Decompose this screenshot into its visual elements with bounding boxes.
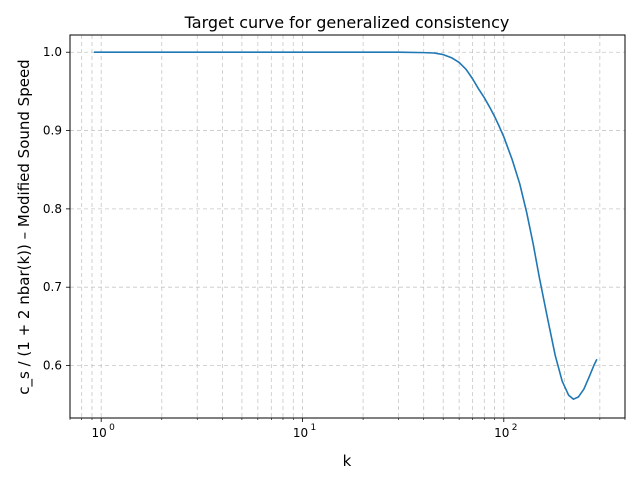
x-tick-exponent: 2 xyxy=(512,423,518,433)
ticks: 10 0 10 1 10 20.60.70.80.91.0 xyxy=(43,45,626,440)
grid xyxy=(69,35,626,418)
plot-frame xyxy=(69,34,626,419)
y-axis-label: c_s / (1 + 2 nbar(k)) – Modified Sound S… xyxy=(15,59,34,394)
y-tick-label: 0.7 xyxy=(43,280,62,294)
chart-title: Target curve for generalized consistency xyxy=(184,13,510,32)
series-line xyxy=(93,51,598,400)
x-tick-label: 10 xyxy=(92,426,107,440)
y-tick-label: 1.0 xyxy=(43,45,62,59)
x-tick-exponent: 0 xyxy=(109,423,115,433)
y-tick-label: 0.8 xyxy=(43,202,62,216)
series-layer xyxy=(93,51,598,400)
x-tick-exponent: 1 xyxy=(310,423,316,433)
y-tick-label: 0.9 xyxy=(43,124,62,138)
x-axis-label: k xyxy=(343,452,352,470)
x-tick-label: 10 xyxy=(293,426,308,440)
y-tick-label: 0.6 xyxy=(43,359,62,373)
x-tick-label: 10 xyxy=(494,426,509,440)
